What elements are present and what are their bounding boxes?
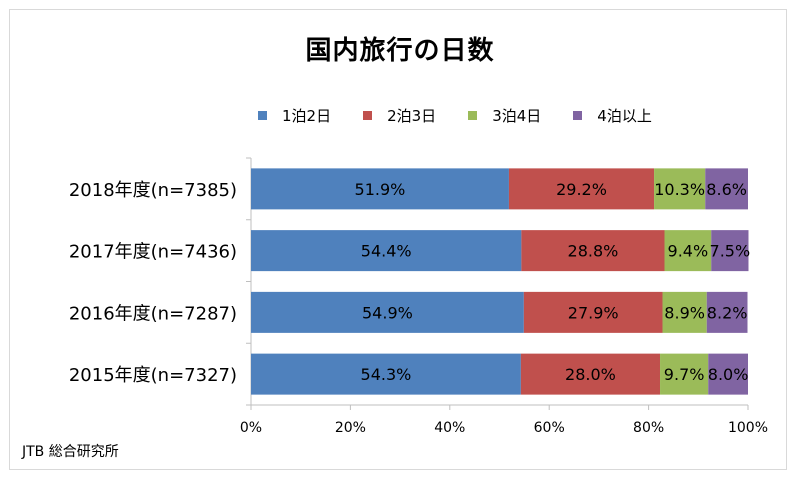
data-label: 8.6% — [706, 180, 747, 199]
legend-label-3: 3泊4日 — [492, 106, 542, 125]
bar-segment — [521, 230, 665, 272]
x-tick-label: 80% — [633, 420, 664, 436]
bar-segment — [660, 353, 709, 395]
bar-segment — [251, 353, 521, 395]
legend-item-3: 3泊4日 — [468, 105, 541, 126]
bar-segment — [654, 168, 706, 210]
bar-segment — [706, 291, 748, 333]
legend-swatch-3 — [468, 110, 478, 120]
legend-label-4: 4泊以上 — [597, 106, 652, 125]
bar-segment — [523, 291, 663, 333]
category-label: 2015年度(n=7327) — [69, 365, 237, 386]
legend-label-1: 1泊2日 — [282, 106, 332, 125]
legend-item-2: 2泊3日 — [363, 105, 436, 126]
data-label: 54.3% — [361, 365, 412, 384]
x-tick-label: 20% — [335, 420, 366, 436]
chart-title: 国内旅行の日数 — [305, 36, 495, 66]
bar-segment — [705, 168, 748, 210]
x-tick-label: 100% — [728, 420, 768, 436]
x-tick-label: 60% — [534, 420, 565, 436]
legend: 1泊2日 2泊3日 3泊4日 4泊以上 — [258, 103, 684, 127]
data-label: 28.8% — [568, 242, 619, 261]
bar-segment — [662, 291, 707, 333]
data-label: 29.2% — [556, 180, 607, 199]
data-label: 54.9% — [362, 303, 413, 322]
data-label: 8.9% — [664, 303, 705, 322]
data-label: 9.4% — [668, 242, 709, 261]
data-label: 27.9% — [568, 303, 619, 322]
bar-segment — [251, 168, 509, 210]
legend-item-1: 1泊2日 — [258, 105, 331, 126]
bar-segment — [520, 353, 661, 395]
category-label: 2017年度(n=7436) — [69, 242, 237, 263]
source-credit: JTB 総合研究所 — [22, 444, 119, 460]
data-label: 9.7% — [664, 365, 705, 384]
bar-segment — [664, 230, 712, 272]
category-label: 2018年度(n=7385) — [69, 180, 237, 201]
data-label: 7.5% — [710, 242, 751, 261]
bar-segment — [508, 168, 655, 210]
data-label: 51.9% — [355, 180, 406, 199]
data-label: 28.0% — [565, 365, 616, 384]
bar-segment — [711, 230, 749, 272]
legend-swatch-2 — [363, 110, 373, 120]
bar-segment — [708, 353, 748, 395]
x-tick-label: 40% — [434, 420, 465, 436]
legend-label-2: 2泊3日 — [387, 106, 437, 125]
bar-segment — [251, 230, 522, 272]
bar-segment — [251, 291, 524, 333]
legend-swatch-4 — [573, 110, 583, 120]
category-label: 2016年度(n=7287) — [69, 303, 237, 324]
data-label: 10.3% — [654, 180, 705, 199]
legend-swatch-1 — [258, 110, 267, 120]
data-label: 8.0% — [708, 365, 749, 384]
x-tick-label: 0% — [240, 420, 262, 436]
data-label: 8.2% — [707, 303, 748, 322]
data-label: 54.4% — [361, 242, 412, 261]
legend-item-4: 4泊以上 — [573, 105, 652, 126]
